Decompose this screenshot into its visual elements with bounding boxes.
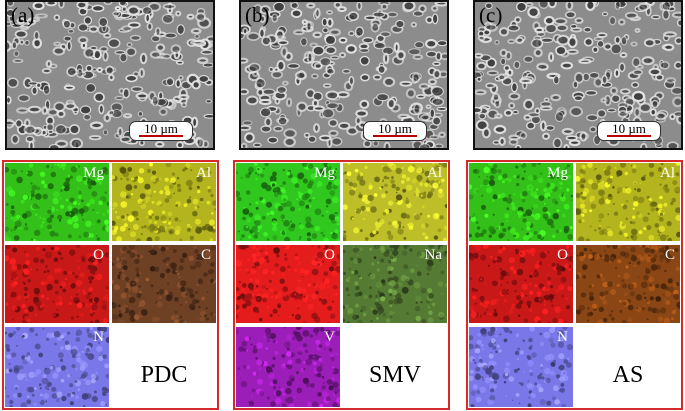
element-label: Al xyxy=(427,165,442,181)
eds-texture xyxy=(236,327,340,407)
eds-tile-al: Al xyxy=(576,163,680,241)
eds-tile-v: V xyxy=(236,327,340,407)
sem-micrograph-c: (c) 10 µm xyxy=(473,0,683,150)
sem-micrograph-b: (b) 10 µm xyxy=(239,0,449,150)
eds-texture xyxy=(236,245,340,323)
element-label: O xyxy=(324,247,335,263)
eds-map-group-pdc: Mg Al O C N PDC xyxy=(2,160,219,410)
scale-bar-line xyxy=(607,135,651,137)
eds-texture xyxy=(469,327,573,407)
eds-texture xyxy=(576,245,680,323)
eds-tile-al: Al xyxy=(343,163,447,241)
element-label: O xyxy=(93,247,104,263)
sample-label-pdc: PDC xyxy=(140,362,188,388)
eds-tile-c: C xyxy=(576,245,680,323)
panel-label-c: (c) xyxy=(479,3,503,27)
sem-micrograph-a: (a) 10 µm xyxy=(5,0,215,150)
element-label: Al xyxy=(660,165,675,181)
sample-label-as: AS xyxy=(612,362,644,388)
eds-tile-n: N xyxy=(5,327,109,407)
sem-texture xyxy=(7,2,213,148)
eds-texture xyxy=(112,245,216,323)
scale-bar-b: 10 µm xyxy=(363,121,427,141)
element-label: Mg xyxy=(314,165,335,181)
eds-map-group-as: Mg Al O C N AS xyxy=(466,160,683,410)
sample-label-smv: SMV xyxy=(368,362,422,388)
eds-texture xyxy=(5,245,109,323)
element-label: N xyxy=(557,329,568,345)
element-label: N xyxy=(93,329,104,345)
panel-label-a: (a) xyxy=(11,3,35,27)
eds-tile-c: C xyxy=(112,245,216,323)
scale-bar-line xyxy=(139,135,183,137)
eds-texture xyxy=(236,163,340,241)
element-label: Mg xyxy=(83,165,104,181)
panel-label-b: (b) xyxy=(245,3,270,27)
eds-texture xyxy=(112,163,216,241)
eds-tile-mg: Mg xyxy=(469,163,573,241)
eds-texture xyxy=(469,245,573,323)
scale-bar-label: 10 µm xyxy=(378,121,412,136)
element-label: C xyxy=(200,247,211,263)
element-label: Mg xyxy=(547,165,568,181)
eds-texture xyxy=(5,327,109,407)
scale-bar-c: 10 µm xyxy=(597,121,661,141)
scale-bar-a: 10 µm xyxy=(129,121,193,141)
eds-texture xyxy=(343,163,447,241)
element-label: O xyxy=(557,247,568,263)
scale-bar-label: 10 µm xyxy=(612,121,646,136)
eds-tile-o: O xyxy=(469,245,573,323)
element-label: V xyxy=(324,329,335,345)
element-label: C xyxy=(664,247,675,263)
eds-tile-mg: Mg xyxy=(236,163,340,241)
eds-texture xyxy=(343,245,447,323)
eds-map-group-smv: Mg Al O Na V SMV xyxy=(233,160,450,410)
eds-texture xyxy=(5,163,109,241)
scale-bar-label: 10 µm xyxy=(144,121,178,136)
eds-tile-n: N xyxy=(469,327,573,407)
element-label: Al xyxy=(196,165,211,181)
eds-tile-mg: Mg xyxy=(5,163,109,241)
element-label: Na xyxy=(424,247,443,263)
scale-bar-line xyxy=(373,135,417,137)
eds-tile-o: O xyxy=(5,245,109,323)
eds-tile-al: Al xyxy=(112,163,216,241)
eds-texture xyxy=(576,163,680,241)
eds-texture xyxy=(469,163,573,241)
eds-tile-na: Na xyxy=(343,245,447,323)
eds-tile-o: O xyxy=(236,245,340,323)
